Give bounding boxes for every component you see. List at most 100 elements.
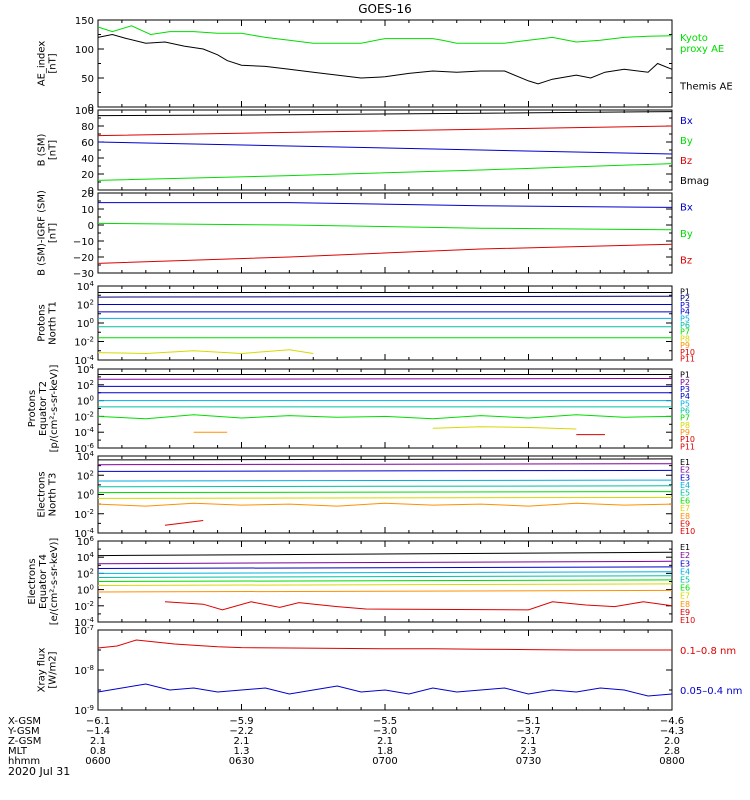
x-row-value: −4.6 — [660, 716, 684, 727]
legend-label-P11: P11 — [680, 355, 695, 364]
x-row-label: Z-GSM — [8, 736, 41, 747]
x-row-value: −5.9 — [229, 716, 253, 727]
y-tick-label: 0 — [88, 221, 94, 232]
y-tick-label: 100 — [77, 584, 94, 597]
y-axis-label: [nT] — [48, 140, 59, 160]
y-tick-label: 10-4 — [74, 527, 94, 540]
y-tick-label: 100 — [75, 106, 94, 117]
x-row-label: hhmm — [8, 756, 40, 767]
series-line-E6 — [97, 491, 673, 494]
legend-label-Themis AE: Themis AE — [679, 81, 733, 92]
panel-bigrf: −30 −20 −10 0 10 20 B (SM)-IGRF (SM) [nT] Bx By Bz — [37, 189, 693, 280]
series-line-E5 — [97, 575, 673, 578]
series-line-E4 — [97, 571, 673, 574]
y-tick-label: −30 — [73, 269, 94, 280]
y-axis-label: B (SM)-IGRF (SM) — [37, 190, 48, 276]
legend-label-P1: P1 — [680, 371, 690, 380]
x-row-value: −6.1 — [86, 716, 110, 727]
legend-label-E4: E4 — [680, 567, 690, 576]
y-tick-label: 102 — [77, 379, 94, 392]
x-row-value: 2.3 — [521, 746, 537, 757]
y-tick-label: 100 — [75, 45, 94, 56]
series-line-By — [97, 222, 673, 231]
legend-label-Kyoto proxy AE: Kyoto — [680, 33, 708, 44]
y-axis-label: Protons — [37, 304, 48, 341]
legend-label-Bz: Bz — [680, 156, 692, 167]
series-line-E8 — [97, 589, 673, 593]
y-axis-label: Electrons — [37, 471, 48, 517]
legend-label-E3: E3 — [680, 473, 690, 482]
series-line-Themis AE — [97, 33, 673, 85]
y-tick-label: 104 — [77, 363, 95, 376]
series-line-E9 — [164, 520, 204, 526]
x-row-value: 2.8 — [664, 746, 680, 757]
legend-label-P4: P4 — [680, 392, 690, 401]
y-tick-label: 10-8 — [74, 664, 94, 677]
legend-label-E10: E10 — [680, 527, 695, 536]
series-line-P8 — [97, 349, 314, 355]
date-label: 2020 Jul 31 — [8, 765, 70, 778]
legend-label-E1: E1 — [680, 543, 690, 552]
legend-label-E10: E10 — [680, 616, 695, 625]
y-tick-label: 10-9 — [74, 704, 94, 717]
series-line-Bz — [97, 243, 673, 264]
y-tick-label: 40 — [81, 154, 94, 165]
y-tick-label: 50 — [81, 74, 94, 85]
series-line-E5 — [97, 485, 673, 488]
x-row-value: 2.1 — [90, 736, 106, 747]
x-row-label: MLT — [8, 746, 28, 757]
legend-label-P10: P10 — [680, 348, 695, 357]
y-tick-label: 80 — [81, 122, 94, 133]
panel-protons-north: 10-4 10-2 100 102 104 Protons North T1 P1P2P3P4… — [37, 280, 696, 367]
y-axis-label: Electrons — [27, 558, 38, 604]
series-line-0.1-0.8 nm — [97, 639, 672, 651]
x-row-value: 2.1 — [234, 736, 250, 747]
legend-label-P2: P2 — [680, 378, 690, 387]
plot-title: GOES-16 — [358, 2, 412, 16]
series-line-P8 — [432, 426, 577, 430]
legend-label-Bx: Bx — [680, 116, 693, 127]
x-axis-labels: X-GSM −6.1 −5.9 −5.5 −5.1 −4.6 Y-GSM −1.4 −2.2 −3… — [7, 716, 685, 767]
y-tick-label: 10-4 — [74, 426, 94, 439]
legend-label-P4: P4 — [680, 308, 690, 317]
y-tick-label: 104 — [77, 551, 95, 564]
y-tick-label: −10 — [73, 237, 94, 248]
series-line-Bx — [97, 141, 673, 155]
legend-label-P8: P8 — [680, 421, 690, 430]
y-axis-label: [p/(cm²-s-sr-keV)] — [49, 365, 60, 453]
legend-label-By: By — [680, 229, 693, 240]
legend-label-E2: E2 — [680, 551, 690, 560]
legend-label-E7: E7 — [680, 504, 690, 513]
series-line-Bx — [98, 202, 673, 208]
panel-electrons-north: 10-4 10-2 100 102 104 Electrons North T3 E1E2E3… — [37, 450, 696, 540]
legend-label-E7: E7 — [680, 592, 690, 601]
legend-label-P11: P11 — [680, 442, 695, 451]
legend-label-P5: P5 — [680, 314, 690, 323]
legend-label-P3: P3 — [680, 301, 690, 310]
x-row-value: 0630 — [229, 756, 254, 767]
panel-frame — [97, 19, 673, 108]
legend-label-Bx: Bx — [680, 202, 693, 213]
y-tick-label: 10-4 — [74, 354, 94, 367]
y-tick-label: 10-6 — [74, 442, 94, 455]
legend-label-P5: P5 — [680, 399, 690, 408]
panel-frame — [97, 368, 673, 449]
legend-label-E5: E5 — [680, 489, 690, 498]
panel-protons-equator: 10-6 10-4 10-2 100 102 104 Protons Equator T2 [p… — [27, 363, 695, 455]
legend-label-P10: P10 — [680, 435, 695, 444]
series-line-Bmag — [97, 111, 673, 117]
x-row-value: −3.7 — [516, 726, 540, 737]
legend-label-P9: P9 — [680, 341, 690, 350]
x-row-label: X-GSM — [8, 716, 41, 727]
legend-label-E3: E3 — [680, 559, 690, 568]
panel-electrons-equator: 10-4 10-2 100 102 104 106 Electrons Equator T4[… — [27, 535, 695, 629]
panel-frame — [97, 629, 673, 711]
legend-label-P8: P8 — [680, 334, 690, 343]
legend-label-Bmag: Bmag — [680, 176, 709, 187]
legend-label-By: By — [680, 136, 693, 147]
y-tick-label: 104 — [77, 450, 95, 463]
legend-label-0.05-0.4 nm: 0.05–0.4 nm — [680, 686, 742, 697]
y-tick-label: 104 — [77, 280, 95, 293]
